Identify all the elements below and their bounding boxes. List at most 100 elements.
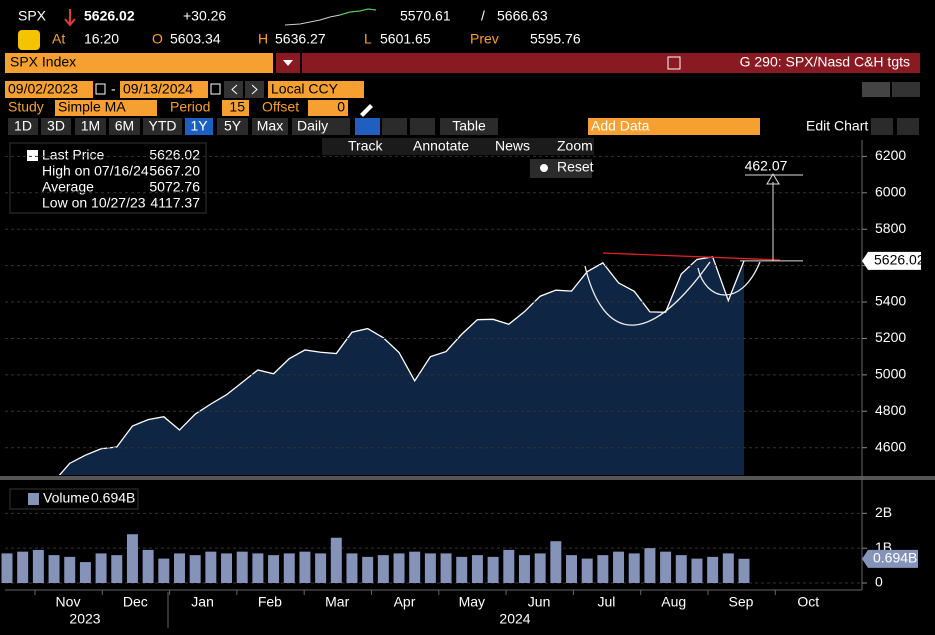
period-label: 1D	[14, 118, 32, 134]
volume-bar	[738, 558, 750, 583]
bar-chart-button[interactable]	[382, 118, 407, 135]
month-label: Oct	[797, 594, 819, 610]
y-tick-label: 5000	[875, 366, 906, 382]
volume-bar	[550, 541, 562, 583]
calendar-icon[interactable]	[95, 83, 106, 95]
period-button[interactable]	[8, 118, 38, 135]
resistance-line	[602, 252, 781, 261]
reset-label: Reset	[557, 159, 594, 175]
volume-bar	[377, 555, 389, 583]
volume-bar	[534, 553, 546, 583]
volume-bar	[581, 558, 593, 583]
offset-field[interactable]	[308, 100, 348, 116]
range-high: 5666.63	[497, 8, 548, 24]
volume-bar	[409, 551, 421, 583]
legend-label: Average	[42, 179, 94, 195]
sparkline-up	[339, 8, 377, 16]
period-button[interactable]	[217, 118, 248, 135]
volume-bar	[315, 553, 327, 583]
legend-label: Last Price	[42, 147, 104, 163]
month-label: Apr	[394, 594, 416, 610]
calendar-icon[interactable]	[210, 83, 221, 95]
year-label: 2023	[69, 611, 100, 627]
redo-button[interactable]	[892, 82, 920, 97]
page-title: G 290: SPX/Nasd C&H tgts	[740, 54, 910, 70]
reset-button[interactable]	[530, 159, 592, 178]
period-button[interactable]	[75, 118, 106, 135]
period-button[interactable]	[143, 118, 182, 135]
currency-field[interactable]	[268, 81, 364, 98]
quote-label: H	[258, 31, 268, 47]
legend-box	[9, 142, 207, 214]
end-date-field[interactable]	[120, 81, 208, 98]
legend-value: 5667.20	[149, 163, 200, 179]
period-button[interactable]	[41, 118, 71, 135]
range-low: 5570.61	[400, 8, 451, 24]
quote-label: At	[52, 31, 65, 47]
volume-bar	[236, 551, 248, 583]
start-date-field[interactable]	[5, 81, 93, 98]
volume-bar	[283, 553, 295, 583]
tool-label: Track	[348, 138, 383, 154]
legend-swatch	[27, 150, 38, 161]
handle-curve	[697, 261, 761, 296]
prev-button[interactable]	[224, 81, 243, 98]
volume-bar	[597, 555, 609, 583]
volume-bar	[126, 534, 138, 583]
add-data-field[interactable]	[588, 118, 760, 135]
volume-legend-label: Volume	[43, 490, 90, 506]
y-tick-label: 5400	[875, 293, 906, 309]
volume-bar	[628, 553, 640, 583]
pencil-icon[interactable]	[360, 104, 373, 117]
volume-bar	[111, 555, 123, 583]
study-field[interactable]	[55, 100, 157, 116]
period-label: Period	[170, 99, 210, 115]
volume-bar	[221, 553, 233, 583]
y-tick-label: 6000	[875, 184, 906, 200]
legend-label: High on 07/16/24	[42, 163, 149, 179]
nav-arrows	[231, 84, 258, 95]
volume-bar	[644, 548, 656, 583]
volume-bar	[32, 549, 44, 583]
volume-bar	[142, 549, 154, 583]
month-label: Mar	[325, 594, 349, 610]
volume-bar	[471, 555, 483, 583]
volume-bar	[362, 556, 374, 583]
volume-bar	[675, 555, 687, 583]
tool-label: Annotate	[413, 138, 469, 154]
volume-bar	[660, 551, 672, 583]
period-button[interactable]	[252, 118, 288, 135]
month-label: Feb	[258, 594, 282, 610]
draw-button[interactable]	[871, 118, 893, 135]
undo-button[interactable]	[862, 82, 890, 97]
settings-button[interactable]	[897, 118, 919, 135]
frequency: Daily	[297, 118, 328, 134]
area-fill	[7, 256, 744, 475]
line-chart-button[interactable]	[355, 118, 380, 135]
period-field[interactable]	[222, 100, 249, 116]
quote-value: 5603.34	[170, 31, 221, 47]
volume-bar	[48, 555, 60, 583]
title-bar	[302, 53, 920, 73]
y-tick-label: 5200	[875, 329, 906, 345]
volume-bar	[299, 551, 311, 583]
table-button[interactable]	[440, 118, 498, 135]
next-button[interactable]	[245, 81, 264, 98]
security-field[interactable]	[5, 53, 273, 73]
chart-type-menu[interactable]	[410, 118, 435, 135]
period-button[interactable]	[109, 118, 140, 135]
volume-bar	[691, 558, 703, 583]
volume-bar	[613, 551, 625, 583]
volume-bar	[566, 555, 577, 583]
target-label: 462.07	[745, 158, 788, 174]
y-tick-label: 6200	[875, 147, 906, 163]
period-button[interactable]	[185, 118, 213, 135]
legend-label: Low on 10/27/23	[42, 195, 146, 211]
quote-value: 16:20	[84, 31, 119, 47]
volume-bar	[440, 553, 452, 583]
popout-icon[interactable]	[667, 56, 681, 70]
frequency-button[interactable]	[292, 118, 350, 135]
range-dash: -	[111, 81, 116, 97]
period-label: Max	[257, 118, 283, 134]
net-change: +30.26	[183, 8, 226, 24]
